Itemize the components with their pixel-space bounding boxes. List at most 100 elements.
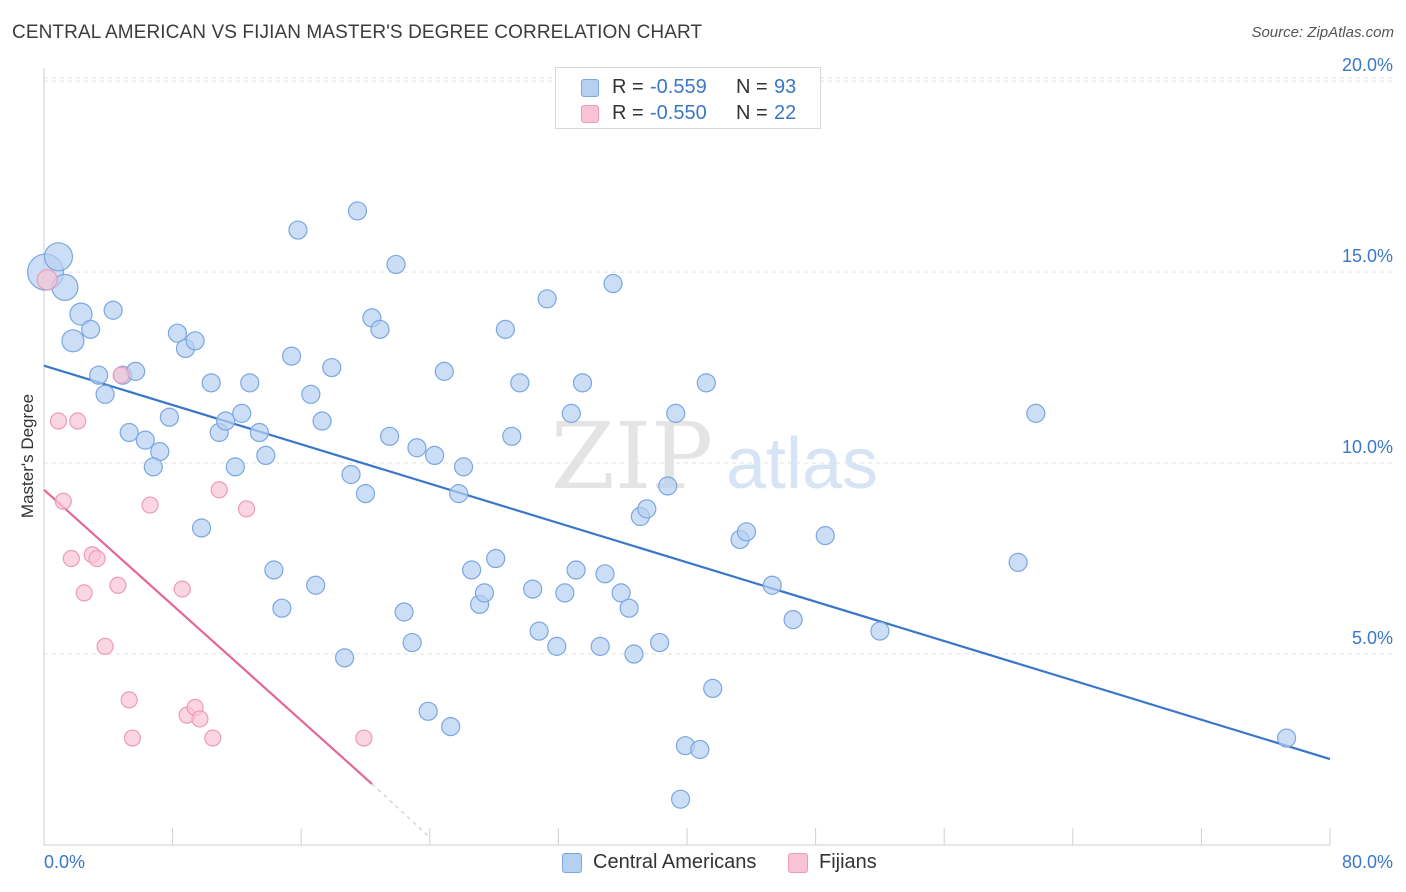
data-point xyxy=(355,484,376,504)
data-point xyxy=(547,636,567,656)
data-point xyxy=(240,373,260,393)
data-point xyxy=(474,583,495,603)
data-point xyxy=(96,637,114,655)
data-point xyxy=(355,729,373,747)
data-point xyxy=(322,357,342,378)
data-point xyxy=(690,739,710,760)
axes xyxy=(43,68,1331,846)
data-point xyxy=(210,481,228,499)
series-fijians xyxy=(36,269,373,747)
data-point xyxy=(783,610,803,630)
data-point xyxy=(69,412,87,430)
legend-r-label: R = xyxy=(612,76,644,98)
data-point xyxy=(510,373,530,393)
y-axis-title: Master's Degree xyxy=(18,393,37,519)
data-point xyxy=(529,621,549,641)
bottom-legend-label: Central Americans xyxy=(593,851,757,873)
data-point xyxy=(407,438,427,458)
chart-title: CENTRAL AMERICAN VS FIJIAN MASTER'S DEGR… xyxy=(12,22,703,43)
data-point xyxy=(370,319,390,339)
data-point xyxy=(88,549,106,568)
data-point xyxy=(386,254,406,275)
data-point xyxy=(1026,403,1046,423)
data-point xyxy=(264,560,284,580)
data-point xyxy=(425,445,445,466)
data-point xyxy=(572,373,593,393)
y-tick-label: 5.0% xyxy=(1352,628,1393,648)
data-point xyxy=(453,457,474,477)
legend-r-value: -0.550 xyxy=(650,102,707,124)
data-point xyxy=(341,464,361,485)
data-point xyxy=(486,548,506,569)
data-point xyxy=(159,407,179,427)
data-point xyxy=(670,789,691,809)
data-point xyxy=(191,710,209,728)
trend-line-extension xyxy=(371,783,431,838)
data-point xyxy=(288,220,308,240)
data-point xyxy=(204,729,222,747)
data-point xyxy=(523,579,543,599)
data-point xyxy=(402,632,422,653)
data-point xyxy=(736,522,757,542)
data-point xyxy=(1276,728,1297,748)
data-point xyxy=(141,496,159,514)
x-tick-label-min: 0.0% xyxy=(44,852,86,872)
data-point xyxy=(173,580,191,598)
data-point xyxy=(185,331,205,351)
data-point xyxy=(36,269,58,291)
data-point xyxy=(201,373,221,393)
data-point xyxy=(61,329,85,353)
data-point xyxy=(143,457,163,477)
data-point xyxy=(870,621,890,641)
data-point xyxy=(301,384,321,404)
series-central-americans xyxy=(27,201,1297,809)
data-point xyxy=(595,564,615,584)
data-point xyxy=(441,716,461,737)
legend-r-value: -0.559 xyxy=(650,76,707,98)
legend-swatch-blue xyxy=(581,79,599,97)
data-point xyxy=(418,701,438,721)
data-point xyxy=(119,422,139,443)
data-point xyxy=(347,201,368,221)
data-point xyxy=(81,319,101,339)
data-point xyxy=(249,422,270,443)
data-point xyxy=(95,384,115,404)
data-point xyxy=(225,457,245,477)
data-point xyxy=(537,289,557,309)
grid-lines xyxy=(44,77,1392,655)
x-tick-label-max: 80.0% xyxy=(1341,852,1393,872)
data-point xyxy=(103,300,123,320)
data-point xyxy=(650,632,670,653)
data-point xyxy=(380,426,400,446)
data-point xyxy=(619,598,639,618)
y-tick-label: 10.0% xyxy=(1342,437,1393,457)
data-point xyxy=(89,365,109,385)
data-point xyxy=(624,644,644,664)
data-point xyxy=(135,430,155,450)
legend-n-value: 93 xyxy=(774,76,797,98)
data-point xyxy=(703,678,723,699)
stats-legend: R = -0.559 N = 93 R = -0.550 N = 22 xyxy=(555,67,821,129)
watermark: ZIP atlas xyxy=(551,403,878,510)
data-point xyxy=(272,598,292,618)
bottom-legend-swatch-blue xyxy=(562,853,582,873)
trend-line xyxy=(43,488,373,785)
data-point xyxy=(232,403,252,423)
data-point xyxy=(109,576,127,594)
data-point xyxy=(502,426,522,446)
data-point xyxy=(112,366,130,384)
watermark-zip: ZIP xyxy=(551,403,713,510)
legend-row-central-americans: R = -0.559 N = 93 xyxy=(556,76,820,102)
data-point xyxy=(43,242,74,272)
data-point xyxy=(69,302,93,326)
data-point xyxy=(658,476,678,496)
data-point xyxy=(449,484,469,504)
data-point xyxy=(762,575,782,595)
data-point xyxy=(696,373,716,393)
data-point xyxy=(306,575,326,595)
data-point xyxy=(123,729,142,747)
data-point xyxy=(495,319,515,339)
legend-n-label: N = xyxy=(736,102,768,124)
data-point xyxy=(62,549,80,568)
